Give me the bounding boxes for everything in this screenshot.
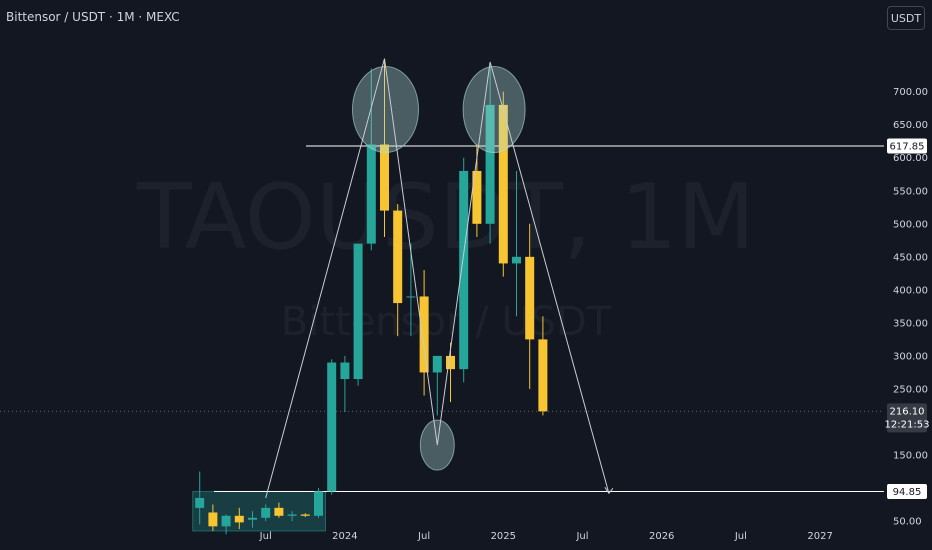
price-tick-label: 550.00 bbox=[893, 186, 928, 197]
candle-body bbox=[234, 515, 244, 523]
price-tick-label: 350.00 bbox=[893, 318, 928, 329]
time-tick-label: 2026 bbox=[649, 531, 674, 542]
candle-body bbox=[393, 210, 403, 304]
candle-body bbox=[538, 339, 548, 412]
candle-body bbox=[327, 362, 337, 492]
time-tick-label: Jul bbox=[417, 531, 430, 542]
price-tick-label: 250.00 bbox=[893, 384, 928, 395]
chart-title: Bittensor / USDT · 1M · MEXC bbox=[6, 10, 180, 24]
symbol-watermark: TAOUSDT, 1M Bittensor / USDT bbox=[136, 165, 755, 345]
candle-body bbox=[195, 497, 205, 508]
resistance-price-badge-bg bbox=[887, 138, 927, 154]
watermark-symbol: TAOUSDT, 1M bbox=[136, 165, 755, 270]
candle-body bbox=[208, 512, 218, 527]
highlight-circle bbox=[462, 66, 526, 154]
support-price-badge-bg bbox=[887, 483, 927, 499]
price-tick-label: 600.00 bbox=[893, 153, 928, 164]
time-tick-label: Jul bbox=[734, 531, 747, 542]
price-tick-label: 50.00 bbox=[893, 517, 922, 528]
price-badges: 617.85 94.85 216.10 12:21:53 bbox=[885, 138, 930, 499]
last-price-badge-bg bbox=[887, 403, 927, 433]
candle-body bbox=[261, 507, 271, 518]
candle-body bbox=[353, 243, 363, 380]
candle-body bbox=[287, 514, 297, 516]
candle-body bbox=[498, 104, 508, 264]
price-axis[interactable]: 50.00 150.00 250.00 300.00 350.00 400.00 450.0… bbox=[893, 87, 928, 527]
time-tick-label: Jul bbox=[259, 531, 272, 542]
candle-body bbox=[419, 296, 429, 373]
watermark-name: Bittensor / USDT bbox=[281, 299, 612, 345]
candle-body bbox=[432, 355, 442, 373]
candle-body bbox=[446, 355, 455, 370]
candle-body bbox=[512, 256, 521, 264]
last-price-badge: 216.10 bbox=[890, 406, 925, 417]
resistance-price-badge: 617.85 bbox=[890, 141, 925, 152]
candle-body bbox=[221, 515, 231, 527]
candle-body bbox=[406, 296, 416, 298]
candle-body bbox=[459, 170, 469, 370]
price-tick-label: 650.00 bbox=[893, 120, 928, 131]
candle-body bbox=[340, 362, 350, 380]
currency-button[interactable]: USDT bbox=[887, 6, 925, 30]
price-tick-label: 150.00 bbox=[893, 451, 928, 462]
time-tick-label: Jul bbox=[575, 531, 588, 542]
candles bbox=[195, 58, 548, 535]
candle-body bbox=[314, 491, 323, 516]
price-tick-label: 450.00 bbox=[893, 252, 928, 263]
candle-body bbox=[472, 170, 482, 224]
pattern-arrowhead bbox=[604, 487, 614, 495]
candle-body bbox=[525, 256, 535, 340]
pattern-polyline bbox=[265, 58, 610, 499]
time-tick-label: 2027 bbox=[807, 531, 832, 542]
horizontal-lines bbox=[214, 145, 884, 492]
candle-body bbox=[274, 507, 284, 516]
time-tick-label: 2025 bbox=[491, 531, 516, 542]
time-tick-label: 2024 bbox=[332, 531, 357, 542]
candle-body bbox=[366, 144, 376, 244]
price-tick-label: 300.00 bbox=[893, 351, 928, 362]
candle-body bbox=[485, 104, 495, 224]
price-tick-label: 700.00 bbox=[893, 87, 928, 98]
highlight-circles bbox=[352, 66, 526, 471]
price-tick-label: 400.00 bbox=[893, 285, 928, 296]
candle-body bbox=[300, 514, 310, 516]
countdown-badge: 12:21:53 bbox=[885, 419, 930, 430]
candle-body bbox=[380, 144, 389, 211]
price-tick-label: 500.00 bbox=[893, 219, 928, 230]
pattern-path bbox=[265, 58, 614, 499]
time-axis[interactable]: Jul 2024 Jul 2025 Jul 2026 Jul 2027 bbox=[259, 531, 833, 542]
support-price-badge: 94.85 bbox=[893, 487, 922, 498]
candle-body bbox=[248, 517, 257, 520]
